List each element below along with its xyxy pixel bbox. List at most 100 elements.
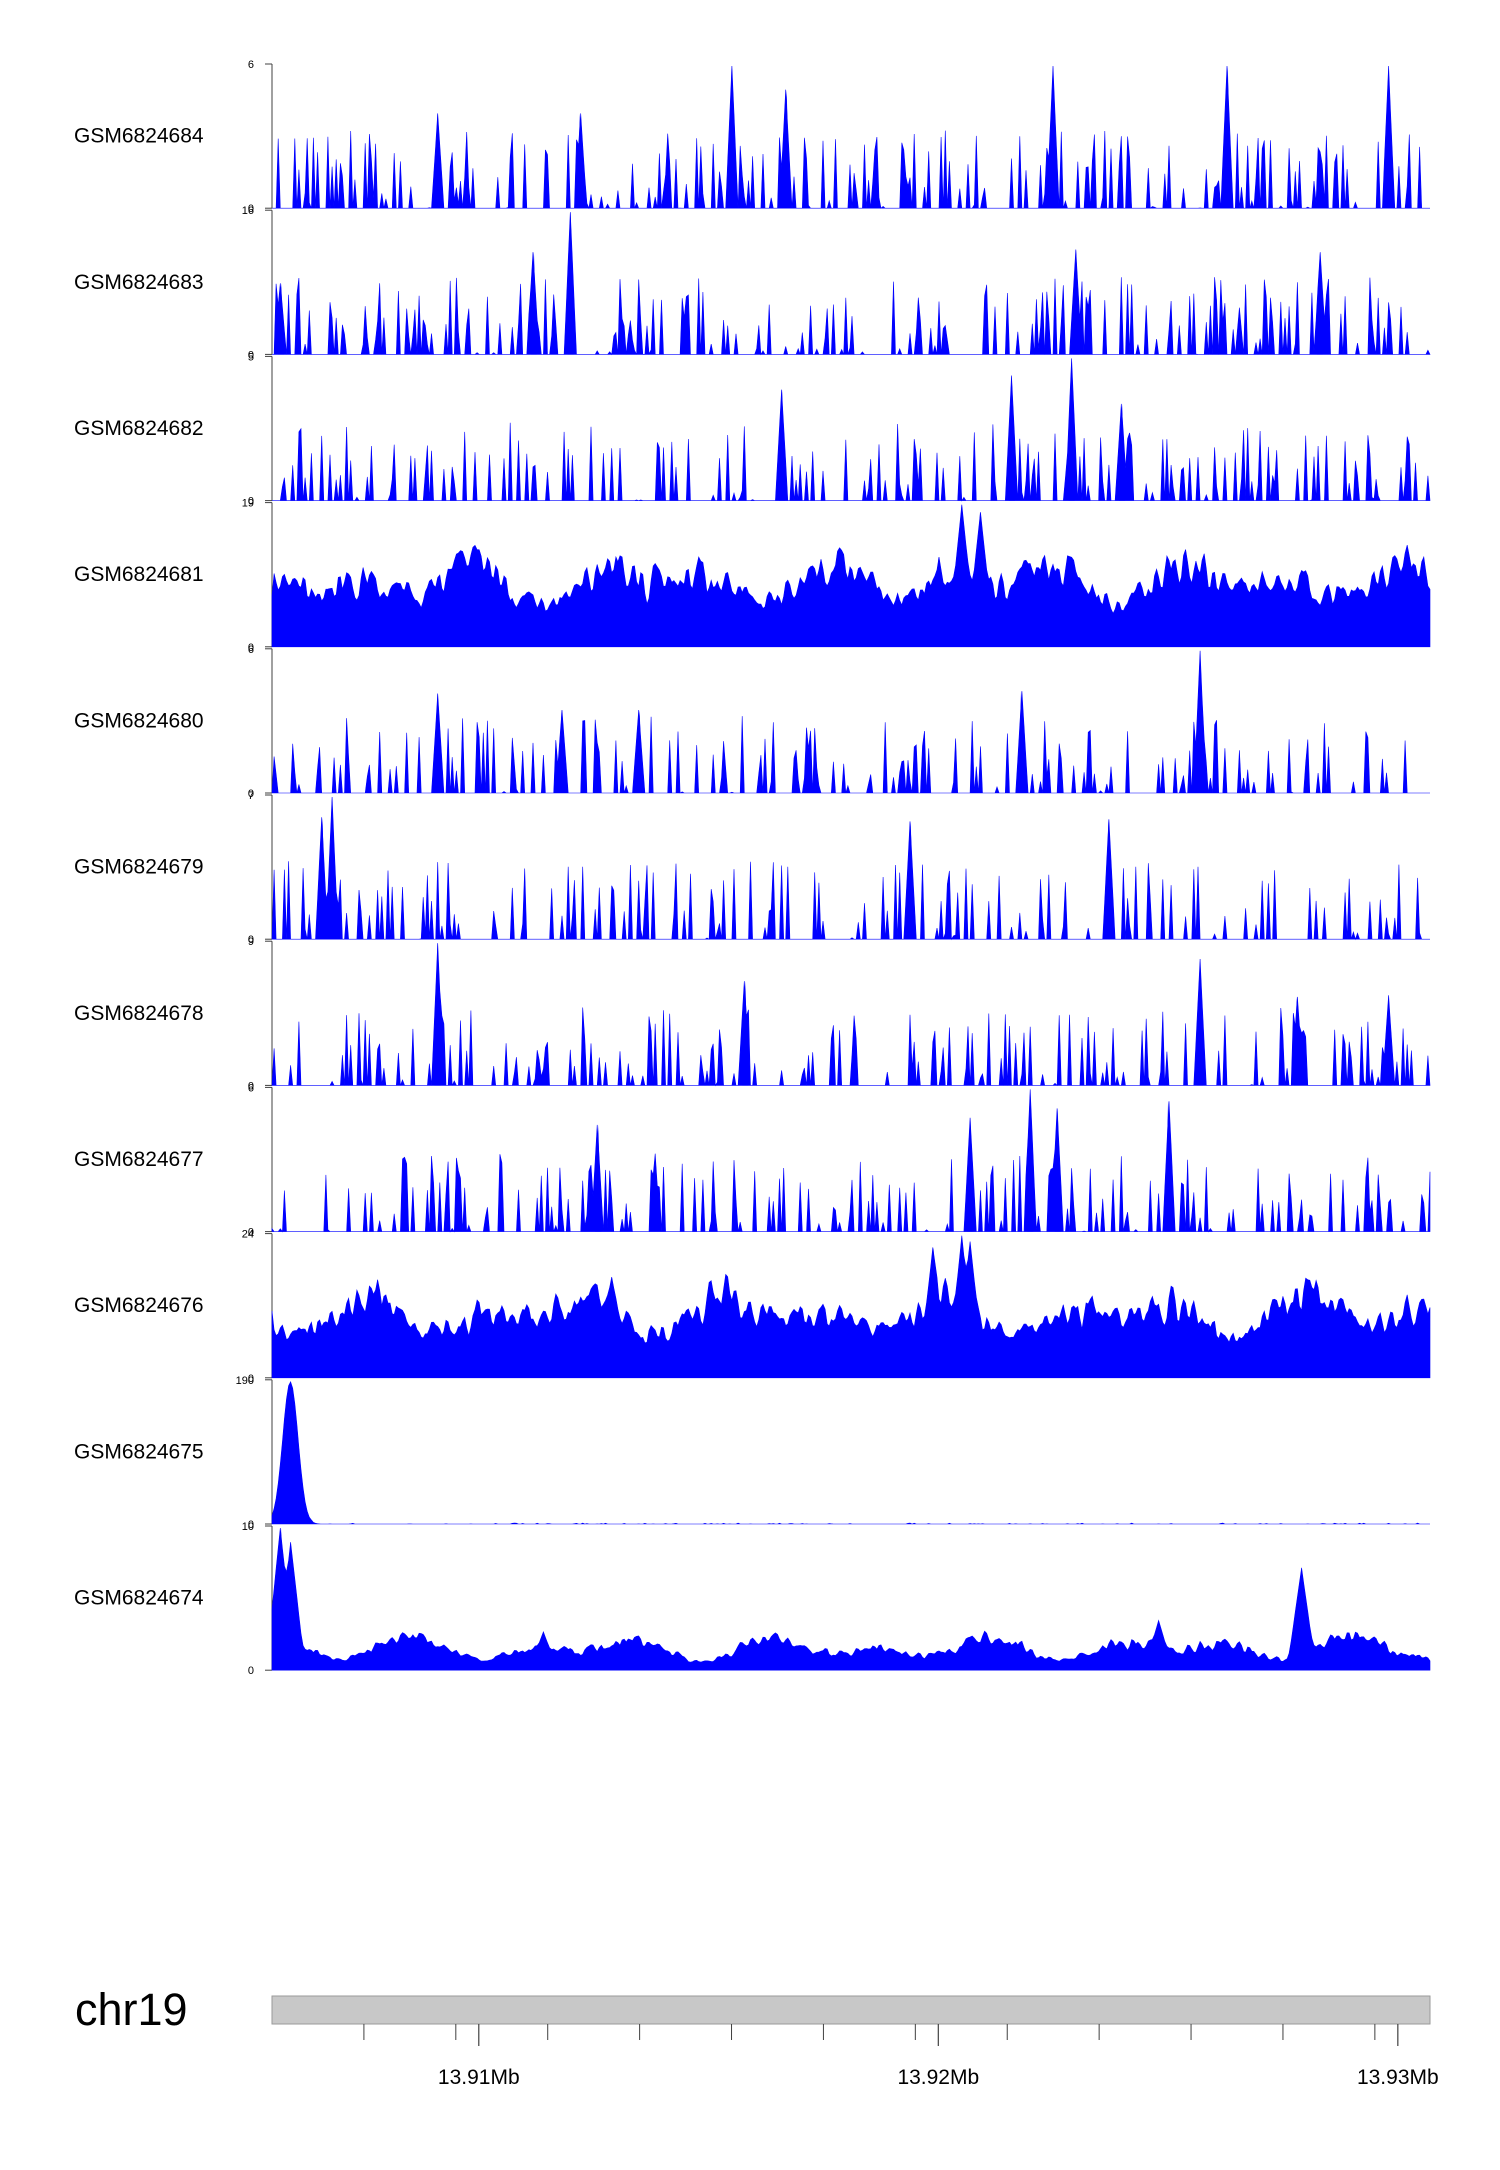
peak-mark-GSM6824677-4 (595, 1124, 602, 1232)
y-tick-label-min: 0 (248, 642, 254, 654)
track-label: GSM6824682 (74, 417, 204, 440)
peak-mark-GSM6824683-0 (567, 212, 574, 355)
track-label: GSM6824684 (74, 125, 204, 148)
y-tick-label-max: 24 (242, 1229, 254, 1241)
y-tick-label-min: 0 (248, 349, 254, 361)
peak-mark-GSM6824680-0 (1197, 650, 1204, 793)
x-tick-label-13-91: 13.91Mb (438, 2066, 520, 2089)
coverage-area-GSM6824675 (271, 1381, 1430, 1525)
y-tick-label-min: 0 (248, 1665, 254, 1677)
y-tick-label-min: 0 (248, 1373, 254, 1385)
peak-mark-GSM6824674-0 (278, 1528, 285, 1671)
coverage-area-GSM6824677 (271, 1089, 1431, 1233)
y-tick-label-max: 190 (236, 1375, 254, 1387)
coverage-area-GSM6824684 (272, 65, 1430, 210)
peak-mark-GSM6824674-4 (540, 1631, 547, 1671)
y-tick-label-min: 0 (248, 934, 254, 946)
peak-mark-GSM6824678-4 (1293, 996, 1300, 1086)
track-label: GSM6824680 (74, 709, 204, 732)
chromosome-label: chr19 (75, 1984, 188, 2035)
y-tick-label-min: 0 (248, 203, 254, 215)
peak-mark-GSM6824681-1 (976, 512, 983, 647)
track-GSM6824684: GSM6824684 6 0 (74, 59, 1430, 215)
peak-mark-GSM6824684-6 (434, 113, 441, 209)
peak-mark-GSM6824683-3 (1316, 252, 1323, 355)
peak-mark-GSM6824682-0 (1068, 358, 1075, 501)
peak-mark-GSM6824681-3 (613, 556, 620, 647)
y-tick-label-max: 6 (248, 59, 254, 71)
coverage-area-GSM6824678 (271, 943, 1431, 1087)
genome-axis-ticks (363, 2024, 1399, 2046)
x-tick-label-13-93: 13.93Mb (1357, 2066, 1439, 2089)
peak-mark-GSM6824679-2 (1105, 819, 1112, 940)
peak-mark-GSM6824674-1 (287, 1542, 294, 1671)
y-tick-label-min: 0 (248, 496, 254, 508)
coverage-area-GSM6824674 (271, 1527, 1431, 1671)
y-tick-label-min: 0 (248, 1519, 254, 1531)
peak-mark-GSM6824680-1 (434, 693, 441, 793)
y-tick-label-min: 0 (248, 1227, 254, 1239)
y-tick-label-max: 16 (242, 205, 254, 217)
peak-mark-GSM6824684-1 (1050, 66, 1057, 209)
peak-mark-GSM6824682-1 (1008, 375, 1015, 501)
coverage-area-GSM6824681 (271, 504, 1431, 648)
y-tick-label-max: 19 (242, 498, 254, 510)
peak-mark-GSM6824683-2 (1073, 249, 1080, 355)
y-tick-label-max: 6 (248, 1082, 254, 1094)
y-tick-label-max: 9 (248, 936, 254, 948)
peak-mark-GSM6824680-3 (636, 710, 643, 793)
peak-mark-GSM6824679-1 (319, 817, 326, 940)
peak-mark-GSM6824674-3 (1155, 1620, 1162, 1671)
peak-mark-GSM6824677-2 (1054, 1108, 1061, 1232)
tracks-layer: GSM682468460GSM6824683160GSM682468250GSM… (74, 59, 1431, 1677)
peak-mark-GSM6824676-0 (958, 1235, 965, 1378)
peak-mark-GSM6824677-1 (1165, 1101, 1172, 1232)
peak-mark-GSM6824676-1 (967, 1241, 974, 1378)
peak-mark-GSM6824676-3 (609, 1277, 616, 1378)
peak-mark-GSM6824678-1 (1197, 959, 1204, 1086)
y-tick-label-max: 7 (248, 790, 254, 802)
peak-mark-GSM6824678-2 (742, 981, 749, 1086)
coverage-area-GSM6824679 (271, 796, 1430, 941)
peak-mark-GSM6824680-2 (558, 710, 565, 793)
peak-mark-GSM6824682-2 (779, 389, 786, 501)
peak-mark-GSM6824681-2 (935, 556, 942, 647)
peak-mark-GSM6824683-4 (278, 283, 285, 355)
coverage-area-GSM6824676 (271, 1235, 1431, 1379)
track-label: GSM6824681 (74, 563, 204, 586)
y-tick-label-min: 0 (248, 1080, 254, 1092)
track-label: GSM6824677 (74, 1148, 204, 1171)
track-label: GSM6824683 (74, 271, 204, 294)
peak-mark-GSM6824678-0 (434, 943, 441, 1086)
peak-mark-GSM6824679-3 (907, 821, 914, 940)
track-label: GSM6824679 (74, 856, 204, 879)
peak-mark-GSM6824684-0 (728, 66, 735, 209)
peak-mark-GSM6824684-2 (1224, 66, 1231, 209)
peak-mark-GSM6824684-4 (783, 89, 790, 209)
peak-mark-GSM6824682-3 (1119, 403, 1126, 501)
y-tick-label-max: 10 (242, 1521, 254, 1533)
peak-mark-GSM6824678-3 (1385, 995, 1392, 1086)
peak-mark-GSM6824677-0 (1027, 1089, 1034, 1232)
peak-mark-GSM6824680-4 (1018, 691, 1025, 793)
coverage-area-GSM6824683 (272, 212, 1431, 356)
peak-mark-GSM6824675-0 (287, 1381, 294, 1524)
peak-mark-GSM6824681-4 (696, 556, 703, 647)
track-label: GSM6824674 (74, 1587, 204, 1610)
peak-mark-GSM6824676-4 (1404, 1294, 1411, 1378)
y-tick-label-min: 0 (248, 788, 254, 800)
peak-mark-GSM6824683-1 (530, 252, 537, 355)
y-tick-label-max: 5 (248, 351, 254, 363)
peak-mark-GSM6824684-5 (576, 113, 583, 209)
peak-mark-GSM6824674-2 (1298, 1567, 1305, 1671)
x-tick-label-13-92: 13.92Mb (897, 2066, 979, 2089)
peak-mark-GSM6824684-3 (1385, 66, 1392, 209)
